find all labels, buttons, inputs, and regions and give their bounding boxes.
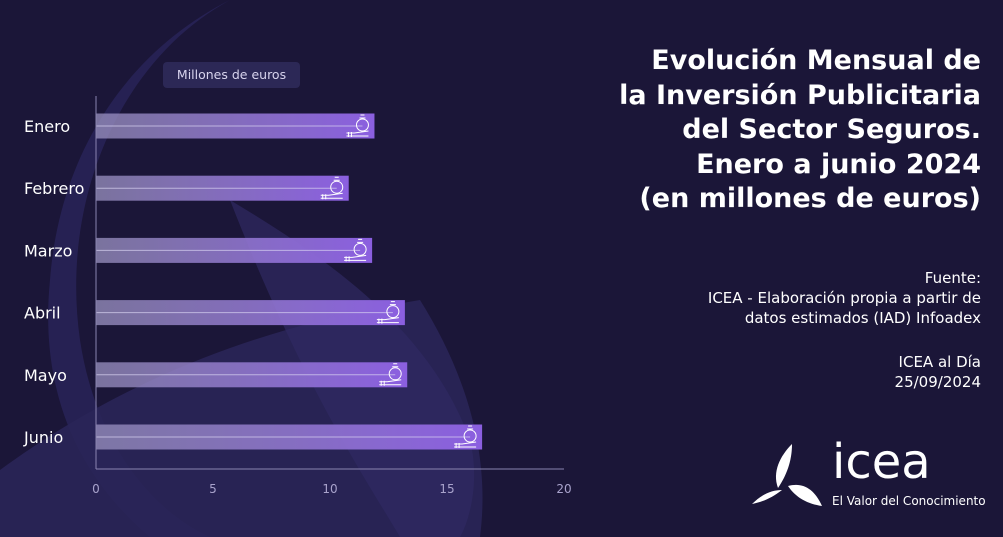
title-line: Enero a junio 2024: [696, 148, 981, 180]
money-bag-hand-icon: [376, 301, 400, 324]
icea-leaf-icon: [752, 444, 822, 506]
logo-tagline: El Valor del Conocimiento: [832, 494, 986, 508]
title-line: del Sector Seguros.: [682, 114, 981, 145]
x-tick-label: 15: [439, 482, 454, 496]
title-line: (en millones de euros): [639, 183, 981, 214]
publication-date: 25/09/2024: [894, 373, 981, 391]
x-tick-label: 5: [209, 482, 217, 496]
unit-label: Millones de euros: [163, 62, 300, 88]
category-label: Abril: [24, 304, 61, 323]
x-tick-label: 20: [556, 482, 571, 496]
money-bag-hand-icon: [454, 425, 477, 448]
title-line: la Inversión Publicitaria: [619, 79, 981, 111]
x-tick-label: 0: [92, 482, 100, 496]
money-bag-hand-icon: [379, 363, 402, 386]
category-label: Febrero: [24, 179, 84, 198]
money-bag-hand-icon: [346, 114, 369, 137]
category-label: Junio: [23, 428, 63, 447]
category-label: Enero: [24, 117, 70, 136]
category-label: Mayo: [24, 366, 67, 385]
money-bag-hand-icon: [320, 176, 344, 200]
source-label: Fuente:: [924, 269, 981, 287]
source-line: ICEA - Elaboración propia a partir de: [707, 289, 981, 307]
title-line: Evolución Mensual de: [651, 45, 981, 76]
chart-title: Evolución Mensual de la Inversión Public…: [561, 44, 981, 217]
x-tick-label: 10: [322, 482, 337, 496]
publication-info: ICEA al Día 25/09/2024: [895, 352, 981, 392]
source-note: Fuente: ICEA - Elaboración propia a part…: [561, 268, 981, 328]
category-label: Marzo: [24, 241, 72, 260]
source-line: datos estimados (IAD) Infoadex: [744, 309, 981, 327]
publication-name: ICEA al Día: [898, 353, 981, 371]
money-bag-hand-icon: [344, 238, 367, 262]
logo-wordmark: icea: [832, 434, 931, 490]
icea-logo: icea El Valor del Conocimiento: [752, 434, 992, 522]
